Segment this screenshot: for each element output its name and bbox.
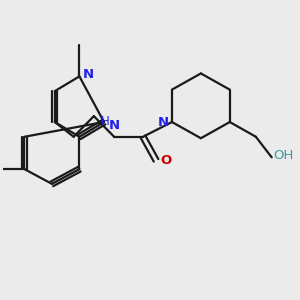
Text: N: N — [109, 119, 120, 132]
Text: H: H — [101, 115, 110, 128]
Text: OH: OH — [273, 149, 293, 162]
Text: N: N — [83, 68, 94, 81]
Text: O: O — [160, 154, 172, 167]
Text: N: N — [158, 116, 169, 128]
